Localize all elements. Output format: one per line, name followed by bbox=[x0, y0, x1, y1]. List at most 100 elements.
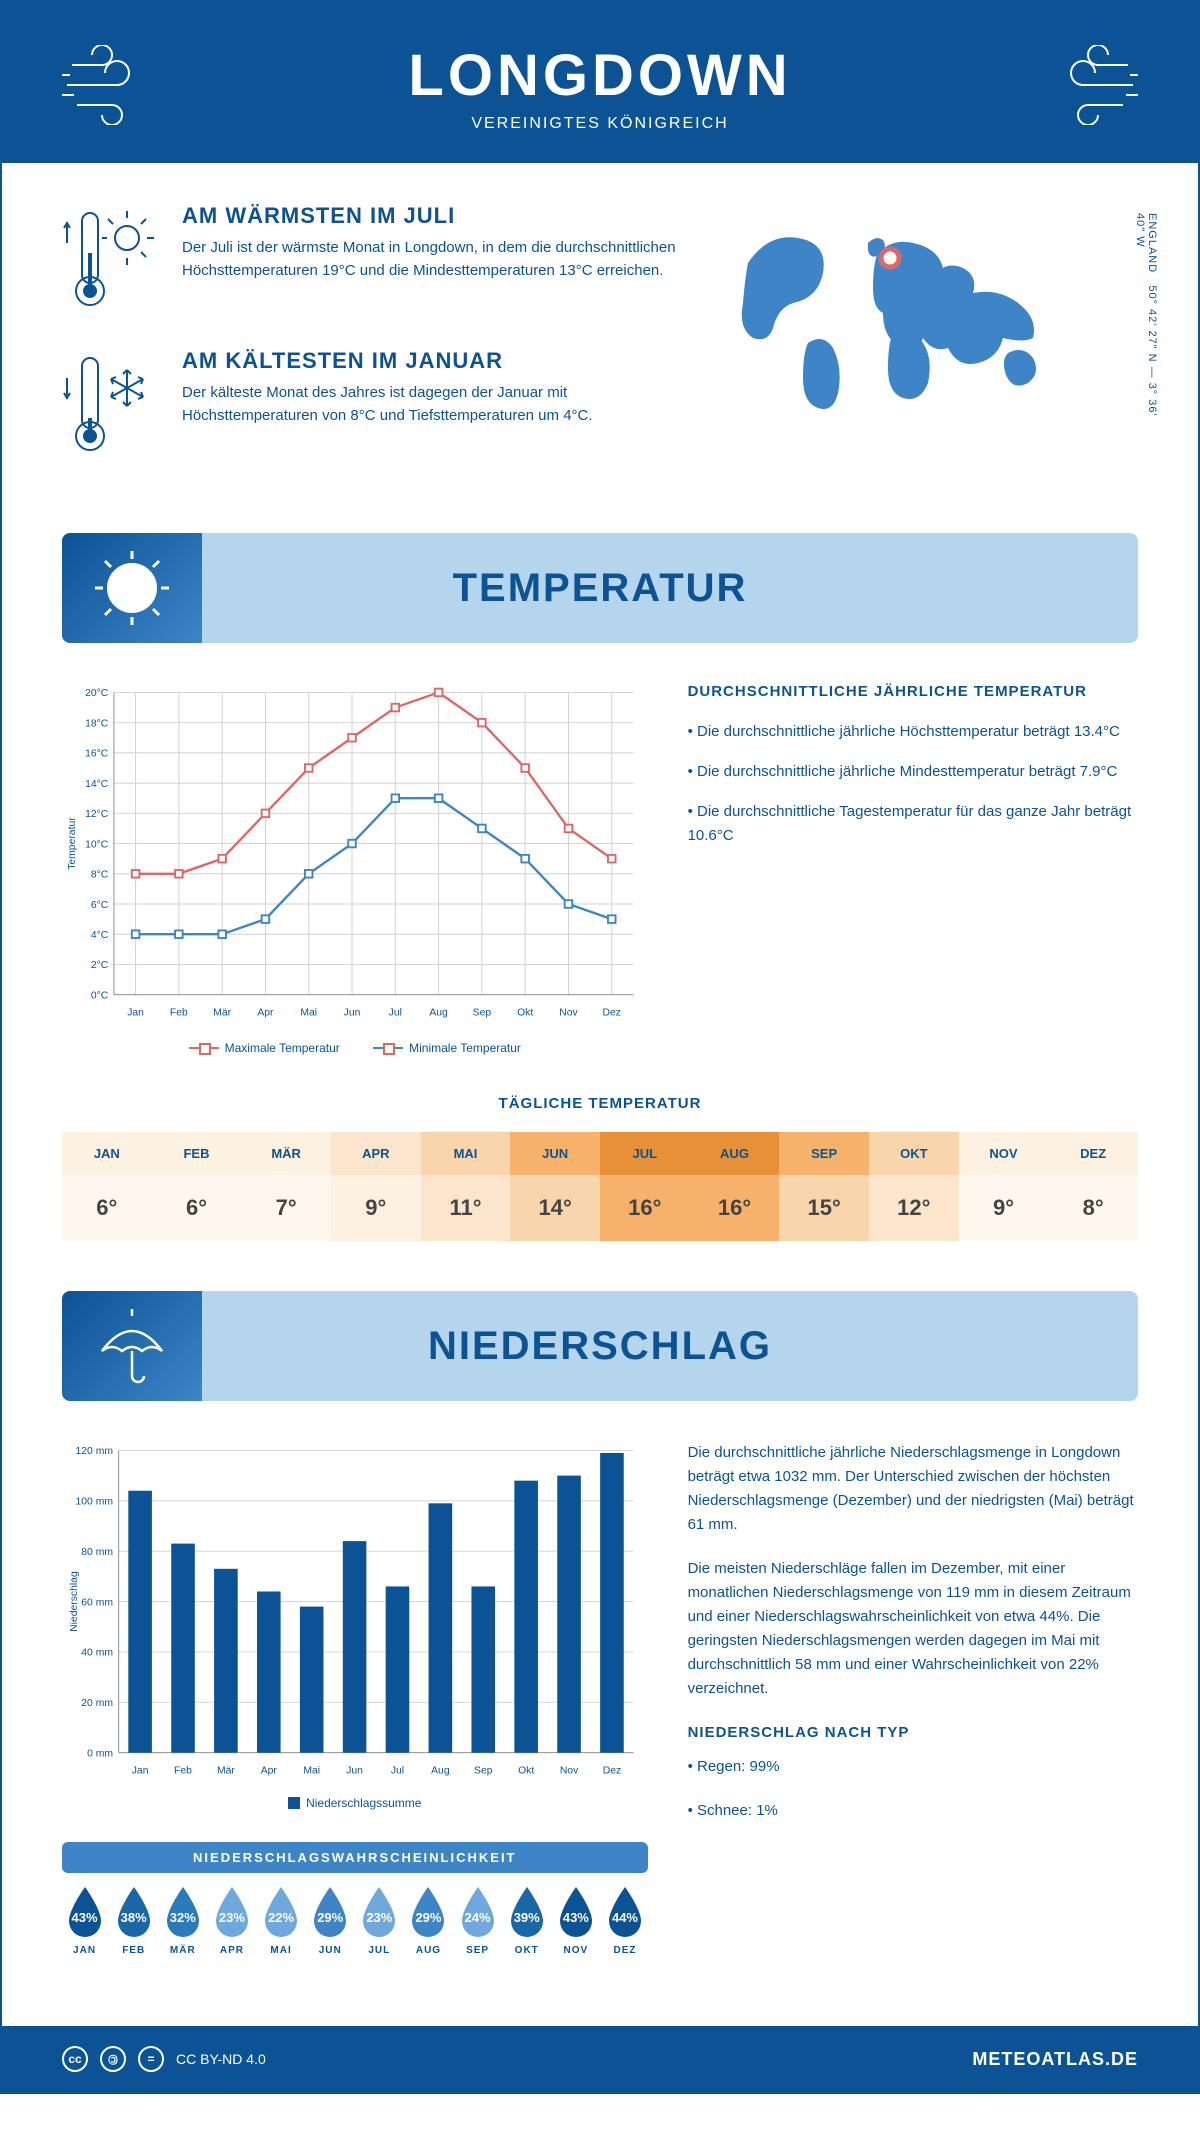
svg-text:Nov: Nov bbox=[559, 1007, 578, 1018]
coordinates: ENGLAND 50° 42' 27" N — 3° 36' 40" W bbox=[1134, 213, 1158, 428]
dt-value: 12° bbox=[869, 1175, 959, 1241]
prob-drop: 22% MAI bbox=[259, 1885, 304, 1956]
dt-month: JUL bbox=[600, 1132, 690, 1175]
svg-text:Jan: Jan bbox=[127, 1007, 144, 1018]
svg-text:Sep: Sep bbox=[473, 1007, 492, 1018]
svg-text:10°C: 10°C bbox=[85, 839, 109, 850]
svg-text:Aug: Aug bbox=[429, 1007, 448, 1018]
sun-icon bbox=[62, 533, 202, 643]
svg-text:Okt: Okt bbox=[518, 1765, 534, 1776]
svg-text:Feb: Feb bbox=[174, 1765, 192, 1776]
svg-text:60 mm: 60 mm bbox=[81, 1597, 113, 1608]
warmest-title: AM WÄRMSTEN IM JULI bbox=[182, 203, 678, 229]
svg-text:0°C: 0°C bbox=[91, 990, 109, 1001]
svg-text:Jun: Jun bbox=[346, 1765, 363, 1776]
dt-month: APR bbox=[331, 1132, 421, 1175]
location-title: LONGDOWN bbox=[152, 42, 1048, 109]
temperature-summary: DURCHSCHNITTLICHE JÄHRLICHE TEMPERATUR •… bbox=[688, 683, 1138, 1055]
svg-text:Jun: Jun bbox=[344, 1007, 361, 1018]
warmest-text: Der Juli ist der wärmste Monat in Longdo… bbox=[182, 237, 678, 282]
prob-drop: 32% MÄR bbox=[160, 1885, 205, 1956]
precip-type-0: • Regen: 99% bbox=[688, 1755, 1138, 1779]
prob-drop: 44% DEZ bbox=[602, 1885, 647, 1956]
svg-text:Dez: Dez bbox=[603, 1765, 621, 1776]
dt-value: 9° bbox=[331, 1175, 421, 1241]
dt-month: JUN bbox=[510, 1132, 600, 1175]
precip-prob-title: NIEDERSCHLAGSWAHRSCHEINLICHKEIT bbox=[62, 1842, 648, 1873]
daily-temp-table: JAN6°FEB6°MÄR7°APR9°MAI11°JUN14°JUL16°AU… bbox=[62, 1132, 1138, 1241]
precipitation-summary: Die durchschnittliche jährliche Niedersc… bbox=[688, 1441, 1138, 1956]
svg-text:Nov: Nov bbox=[560, 1765, 579, 1776]
svg-text:Aug: Aug bbox=[431, 1765, 450, 1776]
dt-value: 6° bbox=[62, 1175, 152, 1241]
dt-month: DEZ bbox=[1048, 1132, 1138, 1175]
dt-value: 8° bbox=[1048, 1175, 1138, 1241]
dt-value: 15° bbox=[779, 1175, 869, 1241]
svg-text:12°C: 12°C bbox=[85, 809, 109, 820]
svg-text:20 mm: 20 mm bbox=[81, 1698, 113, 1709]
svg-text:80 mm: 80 mm bbox=[81, 1547, 113, 1558]
dt-month: AUG bbox=[690, 1132, 780, 1175]
svg-text:Mai: Mai bbox=[303, 1765, 320, 1776]
svg-text:8°C: 8°C bbox=[91, 870, 109, 881]
site-name: METEOATLAS.DE bbox=[972, 2049, 1138, 2070]
temp-bullet-2: • Die durchschnittliche Tagestemperatur … bbox=[688, 800, 1138, 848]
daily-temp-title: TÄGLICHE TEMPERATUR bbox=[62, 1095, 1138, 1112]
svg-text:Mär: Mär bbox=[217, 1765, 235, 1776]
license-text: CC BY-ND 4.0 bbox=[176, 2051, 266, 2067]
intro-section: AM WÄRMSTEN IM JULI Der Juli ist der wär… bbox=[62, 203, 1138, 493]
precip-legend: Niederschlagssumme bbox=[62, 1796, 648, 1812]
precipitation-bar-chart: 0 mm20 mm40 mm60 mm80 mm100 mm120 mmNied… bbox=[62, 1441, 648, 1956]
header: LONGDOWN VEREINIGTES KÖNIGREICH bbox=[2, 2, 1198, 163]
dt-month: MÄR bbox=[241, 1132, 331, 1175]
prob-drop: 29% JUN bbox=[308, 1885, 353, 1956]
precip-type-title: NIEDERSCHLAG NACH TYP bbox=[688, 1721, 1138, 1745]
precip-prob-drops: 43% JAN 38% FEB 32% MÄR 23% APR bbox=[62, 1885, 648, 1956]
svg-text:Jul: Jul bbox=[389, 1007, 402, 1018]
dt-value: 16° bbox=[690, 1175, 780, 1241]
coldest-text: Der kälteste Monat des Jahres ist dagege… bbox=[182, 382, 678, 427]
svg-text:0 mm: 0 mm bbox=[87, 1748, 113, 1759]
svg-text:Apr: Apr bbox=[261, 1765, 278, 1776]
precip-para-1: Die durchschnittliche jährliche Niedersc… bbox=[688, 1441, 1138, 1537]
temp-legend: .legend-swatch:nth-child(1)::after{borde… bbox=[62, 1038, 648, 1055]
warmest-block: AM WÄRMSTEN IM JULI Der Juli ist der wär… bbox=[62, 203, 678, 318]
by-icon: 🄯 bbox=[100, 2046, 126, 2072]
prob-drop: 39% OKT bbox=[504, 1885, 549, 1956]
svg-text:2°C: 2°C bbox=[91, 960, 109, 971]
svg-text:6°C: 6°C bbox=[91, 900, 109, 911]
svg-text:14°C: 14°C bbox=[85, 779, 109, 790]
dt-month: OKT bbox=[869, 1132, 959, 1175]
dt-value: 7° bbox=[241, 1175, 331, 1241]
temperature-line-chart: 0°C2°C4°C6°C8°C10°C12°C14°C16°C18°C20°CJ… bbox=[62, 683, 648, 1055]
svg-text:Temperatur: Temperatur bbox=[67, 817, 78, 870]
svg-text:Mai: Mai bbox=[300, 1007, 317, 1018]
dt-value: 14° bbox=[510, 1175, 600, 1241]
footer: cc 🄯 = CC BY-ND 4.0 METEOATLAS.DE bbox=[2, 2026, 1198, 2092]
svg-text:Mär: Mär bbox=[213, 1007, 231, 1018]
thermometer-snow-icon bbox=[62, 348, 162, 463]
svg-text:Sep: Sep bbox=[474, 1765, 493, 1776]
wind-icon-left bbox=[62, 45, 152, 130]
prob-drop: 23% JUL bbox=[357, 1885, 402, 1956]
coldest-block: AM KÄLTESTEN IM JANUAR Der kälteste Mona… bbox=[62, 348, 678, 463]
dt-month: SEP bbox=[779, 1132, 869, 1175]
prob-drop: 24% SEP bbox=[455, 1885, 500, 1956]
dt-month: FEB bbox=[152, 1132, 242, 1175]
svg-text:4°C: 4°C bbox=[91, 930, 109, 941]
svg-text:Okt: Okt bbox=[517, 1007, 533, 1018]
prob-drop: 43% NOV bbox=[553, 1885, 598, 1956]
prob-drop: 38% FEB bbox=[111, 1885, 156, 1956]
svg-text:Apr: Apr bbox=[257, 1007, 274, 1018]
cc-icon: cc bbox=[62, 2046, 88, 2072]
dt-value: 6° bbox=[152, 1175, 242, 1241]
svg-text:Jul: Jul bbox=[391, 1765, 404, 1776]
svg-text:Feb: Feb bbox=[170, 1007, 188, 1018]
dt-month: MAI bbox=[421, 1132, 511, 1175]
precipitation-title: NIEDERSCHLAG bbox=[202, 1324, 1138, 1369]
svg-text:18°C: 18°C bbox=[85, 718, 109, 729]
svg-text:Jan: Jan bbox=[132, 1765, 149, 1776]
nd-icon: = bbox=[138, 2046, 164, 2072]
world-map bbox=[718, 203, 1098, 423]
prob-drop: 23% APR bbox=[209, 1885, 254, 1956]
